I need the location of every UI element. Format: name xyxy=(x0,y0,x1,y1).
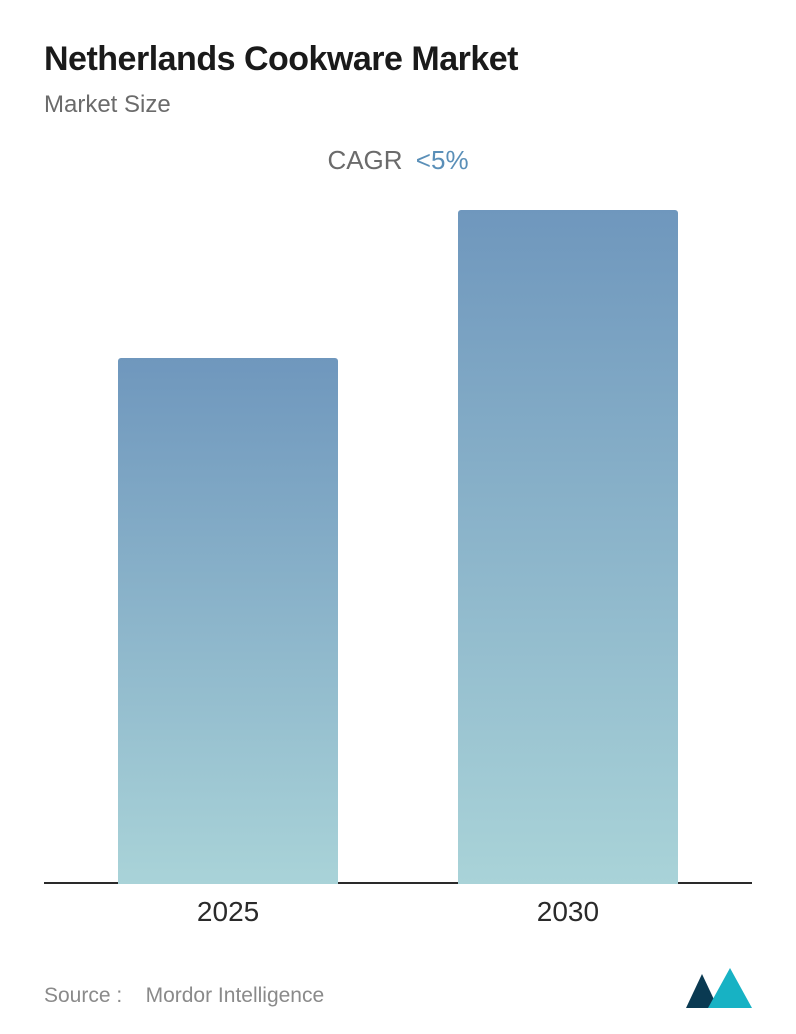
chart-footer: Source : Mordor Intelligence xyxy=(44,968,752,1008)
source-attribution: Source : Mordor Intelligence xyxy=(44,984,324,1008)
bar-2030 xyxy=(458,210,677,884)
chart-title: Netherlands Cookware Market xyxy=(44,40,752,79)
chart-subtitle: Market Size xyxy=(44,91,752,119)
bar-chart-plot xyxy=(44,210,752,884)
x-axis-labels: 2025 2030 xyxy=(44,896,752,936)
x-label-2025: 2025 xyxy=(197,896,259,928)
mordor-logo-icon xyxy=(686,968,752,1008)
bar-2025 xyxy=(118,358,337,884)
cagr-value: <5% xyxy=(416,145,469,175)
cagr-row: CAGR <5% xyxy=(44,145,752,176)
chart-card: Netherlands Cookware Market Market Size … xyxy=(0,0,796,1034)
source-value: Mordor Intelligence xyxy=(146,984,325,1007)
source-label: Source : xyxy=(44,984,122,1007)
cagr-label: CAGR xyxy=(327,145,402,175)
x-label-2030: 2030 xyxy=(537,896,599,928)
